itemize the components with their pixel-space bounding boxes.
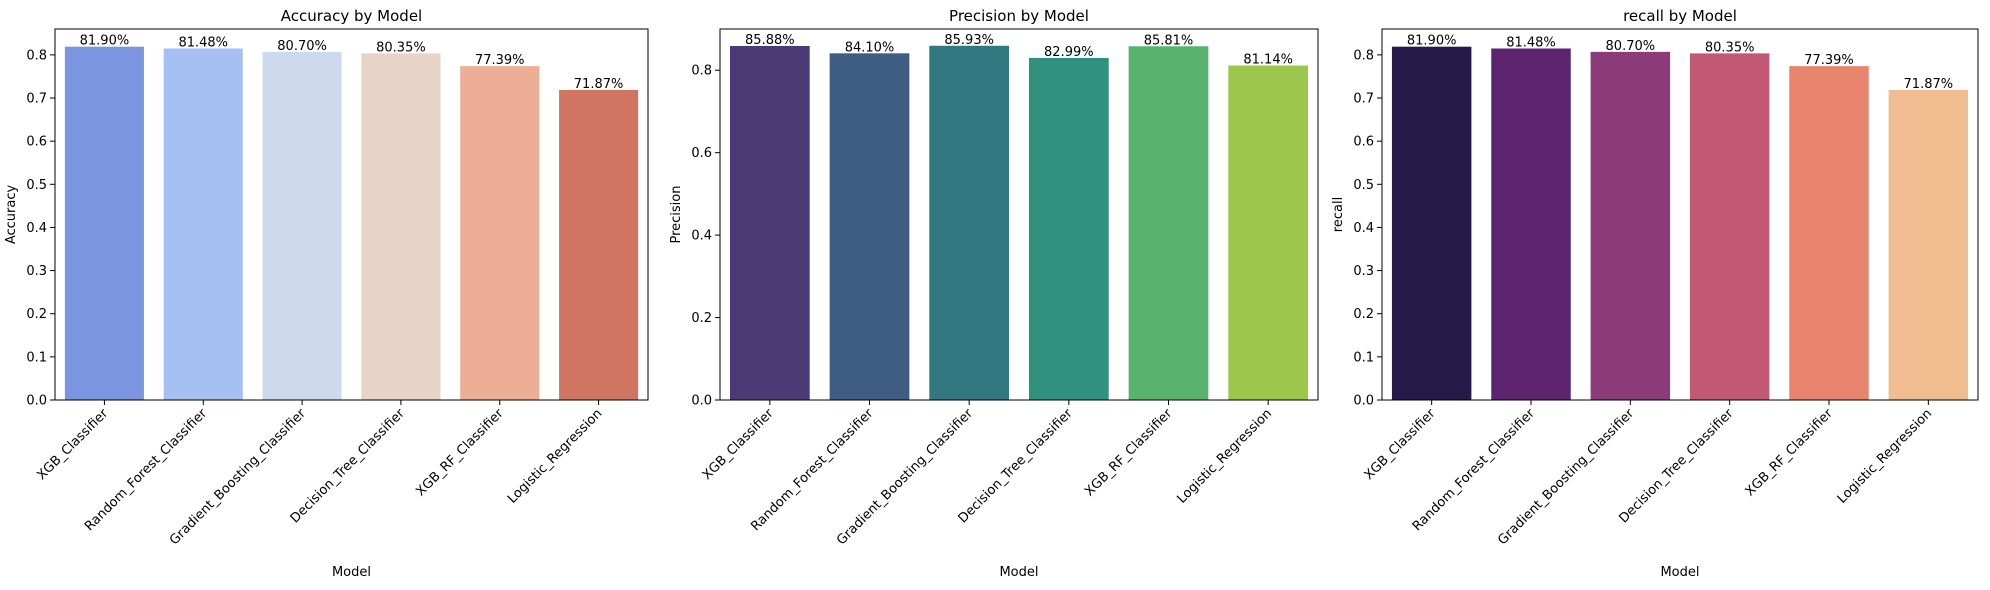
y-tick-label: 0.6	[26, 135, 47, 150]
bars-group: 81.90% 81.48% 80.70% 80.35% 77.39% 71.87%	[64, 34, 639, 401]
chart-title: recall by Model	[1623, 7, 1737, 25]
x-tick-label: Decision_Tree_Classifier	[956, 406, 1077, 527]
y-tick-label: 0.4	[26, 221, 47, 236]
y-tick-label: 0.1	[26, 350, 47, 365]
bar	[163, 48, 243, 400]
x-axis-label: Model	[332, 565, 371, 580]
bar	[729, 45, 810, 401]
x-tick-label: XGB_Classifier	[34, 406, 111, 483]
bar	[64, 46, 144, 401]
y-tick-label: 0.3	[1353, 264, 1374, 279]
y-tick-label: 0.0	[691, 394, 712, 409]
y-axis-label: Precision	[669, 185, 684, 243]
x-tick-label: XGB_RF_Classifier	[1743, 406, 1837, 500]
bar	[1028, 57, 1109, 400]
x-tick-label: Decision_Tree_Classifier	[1616, 406, 1737, 527]
data-label: 81.48%	[178, 35, 228, 50]
y-tick-label: 0.5	[26, 178, 47, 193]
bar	[829, 53, 910, 401]
y-tick-label: 0.8	[26, 48, 47, 63]
bars-group: 81.90% 81.48% 80.70% 80.35% 77.39% 71.87%	[1391, 34, 1969, 401]
bar	[361, 53, 441, 400]
y-tick-label: 0.7	[26, 92, 47, 107]
chart-title: Accuracy by Model	[281, 7, 422, 25]
data-label: 85.88%	[745, 33, 795, 48]
data-label: 71.87%	[1904, 77, 1954, 92]
bar	[1888, 89, 1969, 400]
data-label: 80.35%	[376, 40, 426, 55]
data-label: 80.35%	[1705, 40, 1755, 55]
x-axis-label: Model	[1660, 565, 1699, 580]
x-tick-label: XGB_Classifier	[1362, 406, 1439, 483]
precision-chart: Precision by Model Precision Model 85.88…	[669, 7, 1319, 580]
y-tick-label: 0.7	[1353, 92, 1374, 107]
y-tick-label: 0.8	[1353, 48, 1374, 63]
bar	[929, 45, 1010, 401]
recall-chart: recall by Model recall Model 81.90% 81.48…	[1331, 7, 1979, 580]
bar	[1689, 53, 1770, 400]
chart-title: Precision by Model	[949, 7, 1089, 25]
bar	[262, 51, 342, 400]
data-label: 81.48%	[1506, 35, 1556, 50]
x-tick-label: Logistic_Regression	[1835, 406, 1935, 506]
plot-frame	[719, 28, 1319, 401]
x-tick-label: XGB_RF_Classifier	[413, 406, 507, 500]
bar	[1491, 48, 1571, 400]
y-tick-label: 0.8	[691, 64, 712, 79]
y-tick-label: 0.4	[1353, 221, 1374, 236]
bar	[1128, 46, 1209, 401]
data-label: 80.70%	[277, 39, 327, 54]
plot-frame	[54, 28, 649, 401]
data-label: 81.90%	[80, 34, 130, 49]
y-tick-label: 0.1	[1353, 350, 1374, 365]
data-label: 77.39%	[1804, 53, 1854, 68]
data-label: 71.87%	[574, 77, 624, 92]
x-tick-label: XGB_RF_Classifier	[1082, 406, 1176, 500]
bar	[559, 89, 639, 400]
y-tick-label: 0.5	[1353, 178, 1374, 193]
y-tick-label: 0.3	[26, 264, 47, 279]
data-label: 84.10%	[845, 40, 895, 55]
data-label: 77.39%	[475, 53, 525, 68]
y-tick-label: 0.6	[691, 146, 712, 161]
data-label: 85.81%	[1144, 33, 1194, 48]
bar	[1228, 65, 1309, 400]
y-tick-label: 0.0	[1353, 394, 1374, 409]
data-label: 85.93%	[944, 33, 994, 48]
data-label: 81.14%	[1243, 53, 1293, 68]
accuracy-chart: Accuracy by Model Accuracy Model 81.90% 8…	[4, 7, 649, 580]
x-tick-label: Logistic_Regression	[1175, 406, 1275, 506]
y-tick-label: 0.4	[691, 229, 712, 244]
bar	[460, 66, 540, 401]
data-label: 81.90%	[1407, 34, 1457, 49]
plot-frame	[1381, 28, 1979, 401]
bar	[1789, 66, 1869, 401]
y-tick-label: 0.6	[1353, 135, 1374, 150]
data-label: 82.99%	[1044, 45, 1094, 60]
x-tick-label: Decision_Tree_Classifier	[288, 406, 409, 527]
x-tick-label: Logistic_Regression	[505, 406, 605, 506]
y-tick-label: 0.2	[26, 307, 47, 322]
y-tick-label: 0.2	[1353, 307, 1374, 322]
x-axis-label: Model	[999, 565, 1038, 580]
bar	[1391, 46, 1472, 401]
y-axis-label: Accuracy	[4, 185, 19, 245]
y-axis-label: recall	[1331, 197, 1346, 232]
bars-group: 85.88% 84.10% 85.93% 82.99% 85.81% 81.14%	[729, 33, 1309, 401]
bar	[1590, 51, 1671, 400]
x-tick-label: XGB_Classifier	[700, 406, 777, 483]
y-tick-label: 0.2	[691, 311, 712, 326]
data-label: 80.70%	[1606, 39, 1656, 54]
y-tick-label: 0.0	[26, 394, 47, 409]
